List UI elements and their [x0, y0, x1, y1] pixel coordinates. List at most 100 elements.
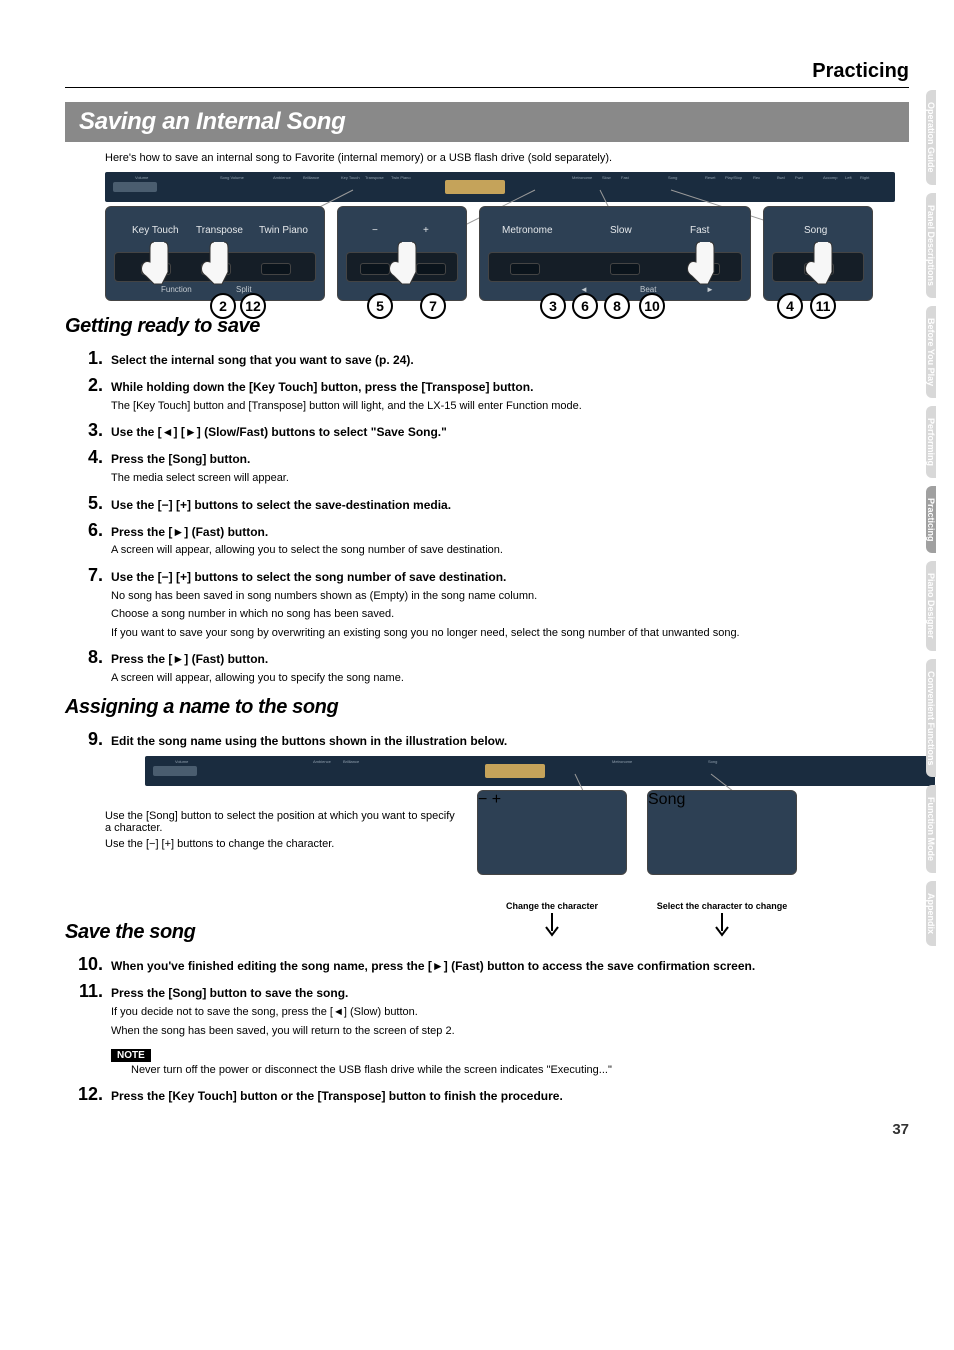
step-circle: 3 [540, 293, 566, 319]
caption-change-char: Change the character [477, 901, 627, 911]
step-circle: 10 [639, 293, 665, 319]
step-headline: Use the [−] [+] buttons to select the sa… [111, 497, 909, 514]
panel-label: Right [860, 175, 869, 180]
side-tab[interactable]: Piano Designer [926, 561, 936, 651]
panel-label: Song [708, 759, 717, 764]
step-circle: 11 [810, 293, 836, 319]
step-number: 9. [75, 729, 103, 750]
panel-label: Play/Stop [725, 175, 742, 180]
step: 11. Press the [Song] button to save the s… [75, 981, 909, 1039]
side-tab[interactable]: Before You Play [926, 306, 936, 398]
closeup-label: − [372, 225, 378, 236]
section-save-song: Save the song [65, 921, 909, 944]
closeup-label: Transpose [196, 225, 243, 236]
step-headline: Use the [−] [+] buttons to select the so… [111, 569, 909, 586]
step-detail: A screen will appear, allowing you to se… [111, 542, 909, 559]
step-number: 6. [75, 520, 103, 541]
step: 8.Press the [►] (Fast) button.A screen w… [75, 647, 909, 686]
diagram2-text: Use the [Song] button to select the posi… [105, 790, 457, 850]
step-headline: Press the [Key Touch] button or the [Tra… [111, 1088, 909, 1105]
closeup-label: Slow [610, 225, 632, 236]
panel-label: Slow [602, 175, 611, 180]
step-circle: 8 [604, 293, 630, 319]
step: 10.When you've finished editing the song… [75, 954, 909, 975]
finger-icon [680, 238, 720, 288]
step-detail: The [Key Touch] button and [Transpose] b… [111, 398, 909, 415]
note-label: NOTE [111, 1049, 151, 1062]
step-headline: Select the internal song that you want t… [111, 352, 909, 369]
section-getting-ready: Getting ready to save [65, 315, 909, 338]
closeup-keytouch: Key Touch Transpose Twin Piano Function … [105, 206, 325, 301]
step-circle: 12 [240, 293, 266, 319]
step-detail: The media select screen will appear. [111, 470, 909, 487]
panel-label: Volume [175, 759, 188, 764]
step-headline: While holding down the [Key Touch] butto… [111, 379, 909, 396]
panel-label: Left [845, 175, 852, 180]
panel-label: Bwd [777, 175, 785, 180]
page-section-header: Practicing [65, 60, 909, 88]
side-tab[interactable]: Function Mode [926, 785, 936, 873]
step-number: 11. [75, 981, 103, 1002]
step: 3.Use the [◄] [►] (Slow/Fast) buttons to… [75, 420, 909, 441]
closeup-label: + [492, 791, 501, 808]
panel-label: Key Touch [341, 175, 360, 180]
step-detail: When the song has been saved, you will r… [111, 1023, 909, 1040]
article-title: Saving an Internal Song [65, 102, 909, 142]
note-text: Never turn off the power or disconnect t… [131, 1064, 909, 1076]
panel-label: Song [668, 175, 677, 180]
side-tab[interactable]: Performing [926, 406, 936, 478]
step-headline: Press the [Song] button to save the song… [111, 985, 909, 1002]
panel-label: Ambience [313, 759, 331, 764]
page-number: 37 [65, 1121, 909, 1138]
step-detail: If you want to save your song by overwri… [111, 625, 909, 642]
arrow-down-icon [544, 913, 560, 939]
finger-icon [798, 238, 838, 288]
step: 6.Press the [►] (Fast) button.A screen w… [75, 520, 909, 559]
step: 5.Use the [−] [+] buttons to select the … [75, 493, 909, 514]
side-tab[interactable]: Operation Guide [926, 90, 936, 185]
panel-label: Twin Piano [391, 175, 411, 180]
step: 7.Use the [−] [+] buttons to select the … [75, 565, 909, 641]
step-headline: Edit the song name using the buttons sho… [111, 733, 909, 750]
step: 2.While holding down the [Key Touch] but… [75, 375, 909, 414]
closeup-label: Song [648, 791, 685, 808]
step-number: 3. [75, 420, 103, 441]
step-number: 4. [75, 447, 103, 468]
panel-label: Ambience [273, 175, 291, 180]
side-tab-bar: Operation Guide Panel Descriptions Before … [926, 90, 954, 954]
step-circle: 6 [572, 293, 598, 319]
finger-icon [194, 238, 234, 288]
panel-label: Fwd [795, 175, 803, 180]
closeup-label: Metronome [502, 225, 553, 236]
finger-icon [382, 238, 422, 288]
closeup-plusminus-2: − + [477, 790, 627, 875]
step-9: 9. Edit the song name using the buttons … [75, 729, 909, 750]
step-headline: Press the [Song] button. [111, 451, 909, 468]
panel-label: Brilliance [303, 175, 319, 180]
finger-icon [134, 238, 174, 288]
side-tab[interactable]: Convenient Functions [926, 659, 936, 778]
side-tab[interactable]: Practicing [926, 486, 936, 554]
arrow-down-icon [714, 913, 730, 939]
diagram2-text-line: Use the [−] [+] buttons to change the ch… [105, 838, 457, 850]
panel-label: Accomp [823, 175, 837, 180]
panel-label: Reset [705, 175, 715, 180]
panel-label: Rec [753, 175, 760, 180]
closeup-metronome: Metronome Slow Fast ◄ Beat ► [479, 206, 751, 301]
side-tab[interactable]: Appendix [926, 881, 936, 946]
step-circle: 7 [420, 293, 446, 319]
side-tab[interactable]: Panel Descriptions [926, 193, 936, 298]
step-circle: 5 [367, 293, 393, 319]
closeup-label: + [423, 225, 429, 236]
step-headline: When you've finished editing the song na… [111, 958, 909, 975]
intro-text: Here's how to save an internal song to F… [105, 152, 909, 164]
step-number: 12. [75, 1084, 103, 1105]
step-12: 12. Press the [Key Touch] button or the … [75, 1084, 909, 1105]
step-detail: A screen will appear, allowing you to sp… [111, 670, 909, 687]
diagram2-text-line: Use the [Song] button to select the posi… [105, 810, 457, 834]
panel-label: Transpose [365, 175, 384, 180]
panel-label: Fast [621, 175, 629, 180]
panel-full-diagram-2: Volume Ambience Brilliance Metronome Son… [145, 756, 935, 786]
panel-label: Volume [135, 175, 148, 180]
caption-select-char: Select the character to change [647, 901, 797, 911]
